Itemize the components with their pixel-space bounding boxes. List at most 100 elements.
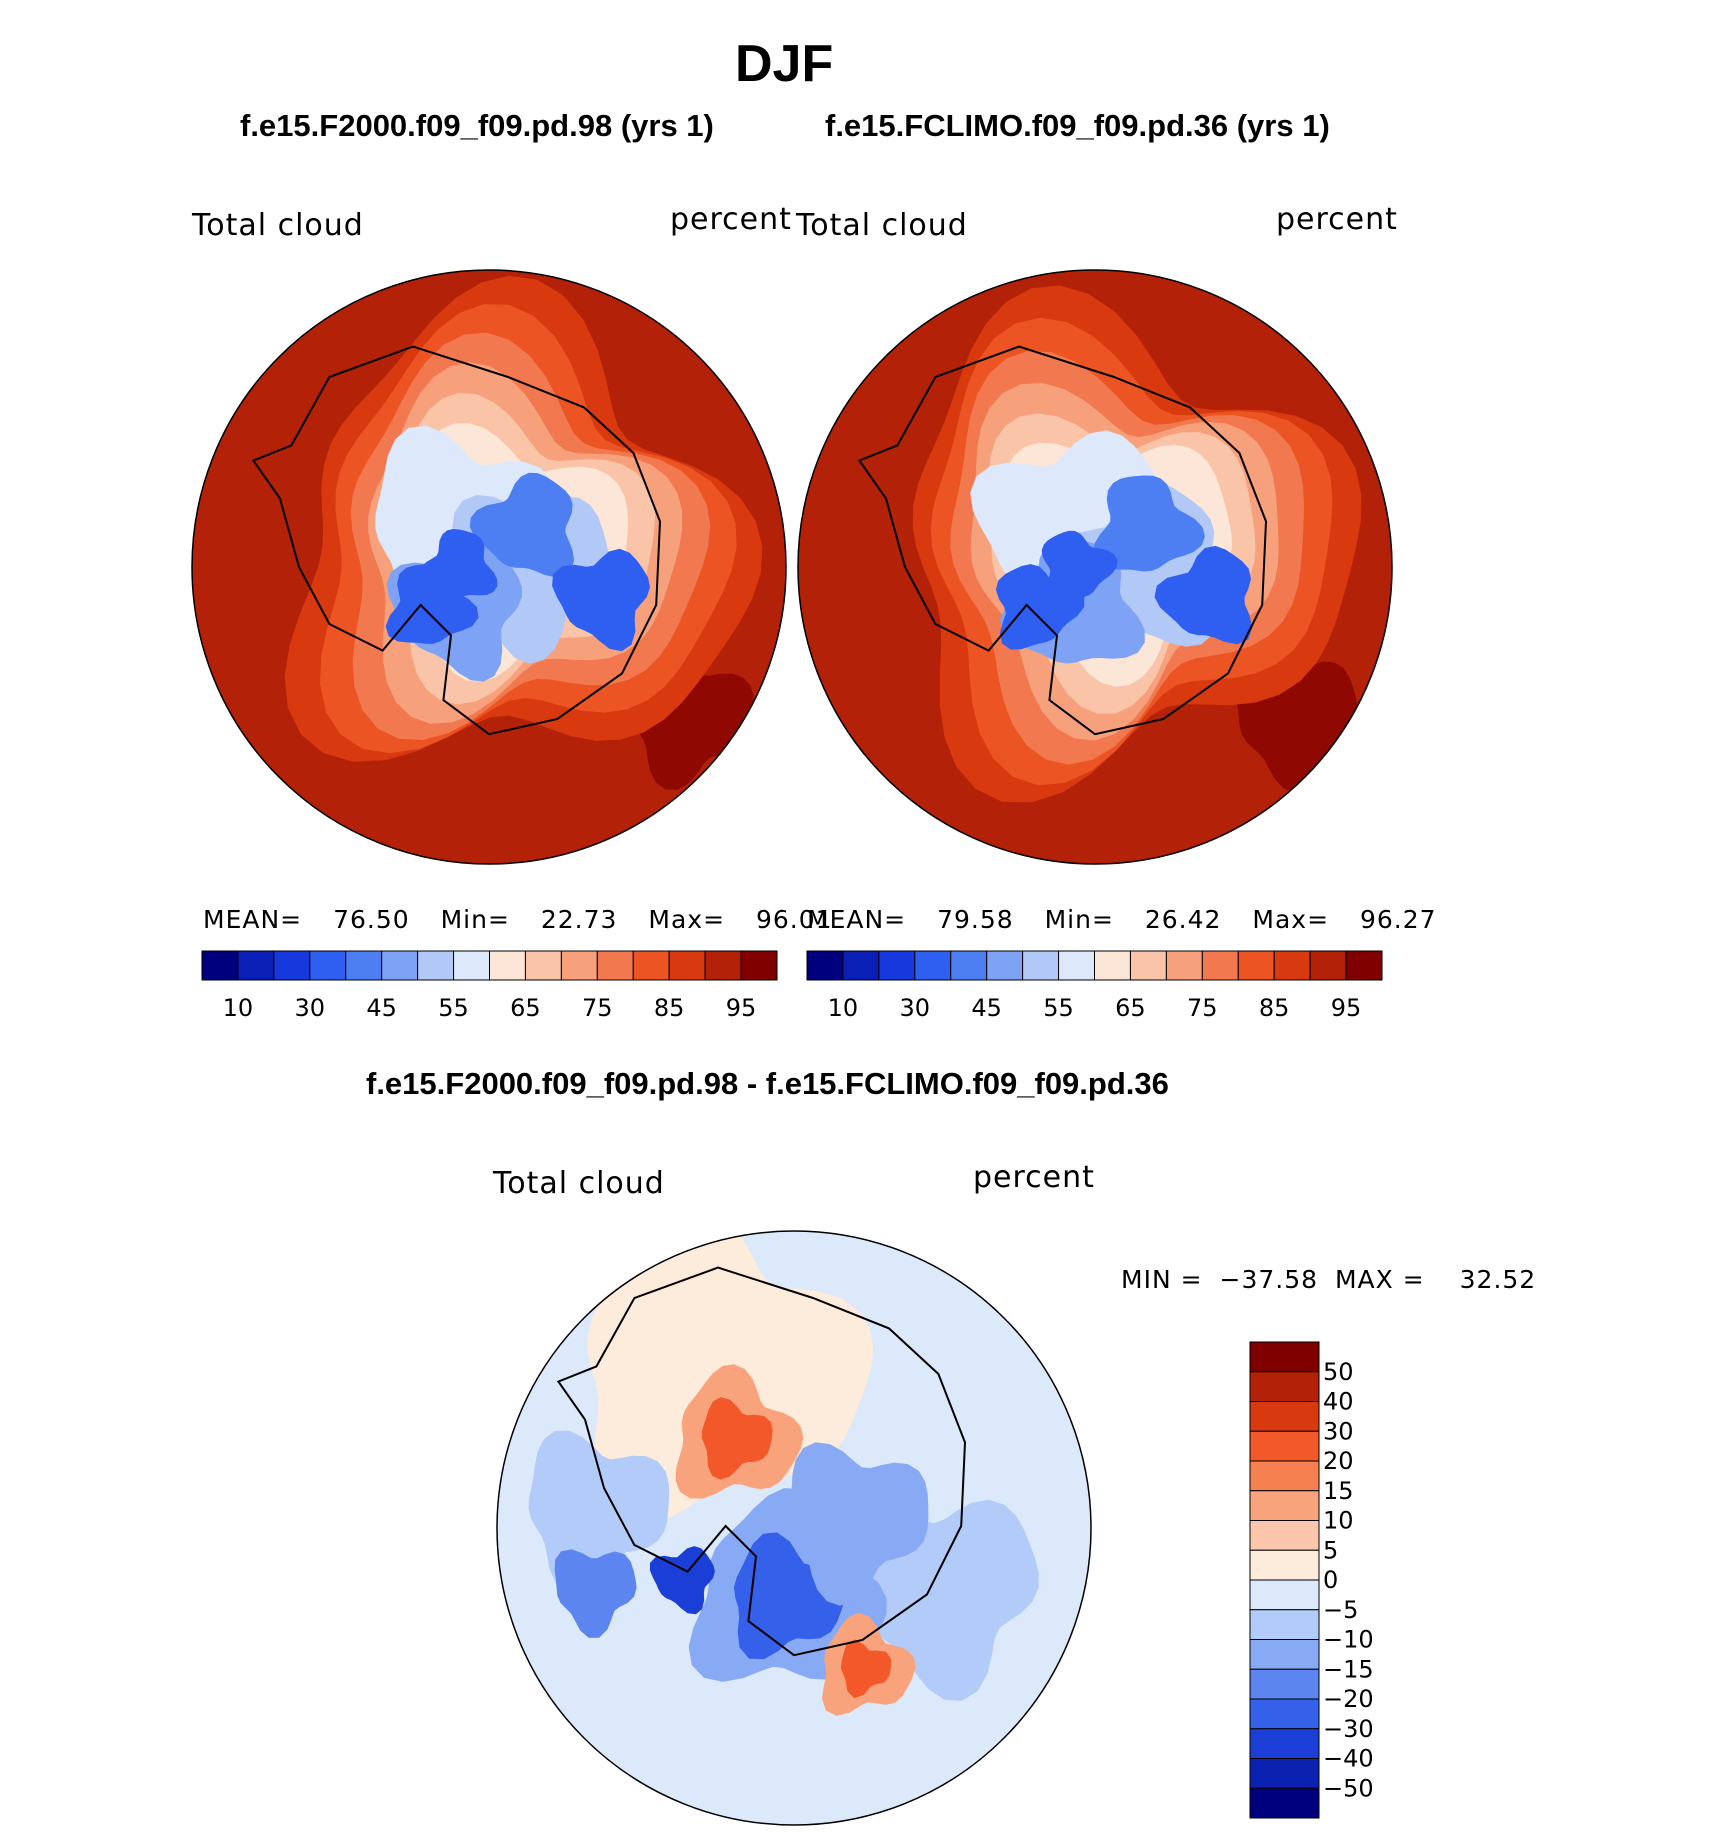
colorbar-tick-label: 20 bbox=[1323, 1447, 1354, 1475]
colorbar-tick-label: 10 bbox=[828, 994, 859, 1022]
colorbar-swatch bbox=[842, 950, 880, 981]
colorbar-swatch bbox=[1249, 1668, 1320, 1700]
panel3-variable-label: Total cloud bbox=[493, 1166, 665, 1201]
colorbar-swatch bbox=[1345, 950, 1383, 981]
cloud-contour bbox=[552, 548, 650, 652]
colorbar-swatch bbox=[1249, 1579, 1320, 1611]
colorbar-swatch bbox=[668, 950, 706, 981]
diff-contour bbox=[701, 1397, 773, 1480]
colorbar-tick-label: 55 bbox=[438, 994, 469, 1022]
colorbar-swatch bbox=[560, 950, 598, 981]
colorbar-tick-label: 85 bbox=[654, 994, 685, 1022]
colorbar-tick-label: −5 bbox=[1323, 1596, 1358, 1624]
colorbar-swatch bbox=[1249, 1639, 1320, 1670]
colorbar-tick-label: 95 bbox=[726, 994, 757, 1022]
colorbar-swatch bbox=[1249, 1490, 1320, 1521]
panel1-max-label: Max= bbox=[648, 905, 726, 934]
panel1-stats: MEAN= 76.50 Min= 22.73 Max= 96.01 bbox=[203, 905, 832, 934]
colorbar-swatch bbox=[489, 950, 526, 981]
colorbar-swatch bbox=[1249, 1698, 1320, 1730]
colorbar-swatch bbox=[1249, 1758, 1320, 1789]
panel3-stats: MIN = −37.58 MAX = 32.52 bbox=[1121, 1265, 1536, 1294]
panel3-min-value: −37.58 bbox=[1219, 1265, 1319, 1294]
colorbar-swatch bbox=[309, 950, 347, 981]
colorbar-tick-label: 45 bbox=[971, 994, 1002, 1022]
panel1-units-label: percent bbox=[670, 202, 792, 237]
panel3-min-label: MIN = bbox=[1121, 1265, 1203, 1294]
colorbar-tick-label: 15 bbox=[1323, 1477, 1354, 1505]
colorbar-swatch bbox=[1249, 1520, 1320, 1551]
colorbar-swatch bbox=[1165, 950, 1203, 981]
antarctica-coastline bbox=[556, 1266, 967, 1657]
colorbar-swatch bbox=[740, 950, 778, 981]
panel2-units-label: percent bbox=[1276, 202, 1398, 237]
colorbar-tick-label: 75 bbox=[1187, 994, 1218, 1022]
panel2-min-label: Min= bbox=[1044, 905, 1114, 934]
colorbar-swatch bbox=[704, 950, 742, 981]
diff-contour bbox=[554, 1549, 637, 1638]
colorbar-tick-label: 65 bbox=[510, 994, 541, 1022]
colorbar-swatch bbox=[1094, 950, 1131, 981]
case-a-title: f.e15.F2000.f09_f09.pd.98 (yrs 1) bbox=[240, 108, 714, 143]
panel2-variable-label: Total cloud bbox=[796, 208, 968, 243]
colorbar-swatch bbox=[453, 950, 490, 981]
panel2-stats: MEAN= 79.58 Min= 26.42 Max= 96.27 bbox=[807, 905, 1436, 934]
colorbar-swatch bbox=[1249, 1371, 1320, 1402]
colorbar-swatch bbox=[596, 950, 634, 981]
colorbar-tick-label: 5 bbox=[1323, 1536, 1338, 1564]
colorbar-swatch bbox=[1249, 1549, 1320, 1581]
panel2-mean-label: MEAN= bbox=[807, 905, 907, 934]
colorbar-swatch bbox=[201, 950, 239, 981]
colorbar-tick-label: −10 bbox=[1323, 1626, 1374, 1654]
colorbar-swatch bbox=[1249, 1787, 1320, 1819]
figure-title: DJF bbox=[735, 35, 834, 93]
colorbar-tick-label: 10 bbox=[223, 994, 254, 1022]
colorbar-tick-label: 55 bbox=[1043, 994, 1074, 1022]
colorbar-tick-label: 95 bbox=[1331, 994, 1362, 1022]
cloud-contour bbox=[1154, 545, 1253, 645]
colorbar-tick-label: 0 bbox=[1323, 1566, 1338, 1594]
cloud-contour bbox=[995, 564, 1085, 650]
diff-contour bbox=[650, 1546, 715, 1615]
panel3-max-value: 32.52 bbox=[1459, 1265, 1537, 1294]
panel2-max-label: Max= bbox=[1252, 905, 1330, 934]
colorbar-swatch bbox=[1249, 1728, 1320, 1759]
colorbar-swatch bbox=[237, 950, 275, 981]
colorbar-swatch bbox=[1129, 950, 1167, 981]
colorbar-swatch bbox=[1058, 950, 1095, 981]
colorbar-swatch bbox=[914, 950, 952, 981]
panel1-mean-label: MEAN= bbox=[203, 905, 303, 934]
colorbar-swatch bbox=[1201, 950, 1239, 981]
colorbar-tick-label: 50 bbox=[1323, 1358, 1354, 1386]
panel1-min-value: 22.73 bbox=[540, 905, 618, 934]
diff-contour bbox=[788, 1442, 929, 1606]
map-border bbox=[191, 269, 787, 865]
colorbar-swatch bbox=[1249, 1460, 1320, 1492]
colorbar-swatch bbox=[1309, 950, 1347, 981]
colorbar-swatch bbox=[1249, 1430, 1320, 1462]
colorbar-tick-label: 30 bbox=[900, 994, 931, 1022]
colorbar-tick-label: −50 bbox=[1323, 1774, 1374, 1802]
map-border bbox=[797, 269, 1393, 865]
panel2-min-value: 26.42 bbox=[1144, 905, 1222, 934]
colorbar-tick-label: −40 bbox=[1323, 1745, 1374, 1773]
panel3-units-label: percent bbox=[973, 1160, 1095, 1195]
colorbar-swatch bbox=[273, 950, 311, 981]
panel2-max-value: 96.27 bbox=[1360, 905, 1437, 934]
panel3-max-label: MAX = bbox=[1334, 1265, 1425, 1294]
colorbar-tick-label: 65 bbox=[1115, 994, 1146, 1022]
panel1-mean-value: 76.50 bbox=[333, 905, 410, 934]
antarctica-coastline bbox=[251, 345, 662, 736]
colorbar-swatch bbox=[986, 950, 1024, 981]
colorbar-swatch bbox=[950, 950, 988, 981]
colorbar-swatch bbox=[1249, 1609, 1320, 1640]
colorbar-tick-label: −15 bbox=[1323, 1655, 1374, 1683]
colorbar-tick-label: 40 bbox=[1323, 1388, 1354, 1416]
colorbar-tick-label: 75 bbox=[582, 994, 613, 1022]
colorbar-swatch bbox=[1249, 1341, 1320, 1373]
colorbar-swatch bbox=[632, 950, 670, 981]
panel2-mean-value: 79.58 bbox=[937, 905, 1014, 934]
diff-contour bbox=[840, 1639, 892, 1699]
colorbar-swatch bbox=[381, 950, 419, 981]
